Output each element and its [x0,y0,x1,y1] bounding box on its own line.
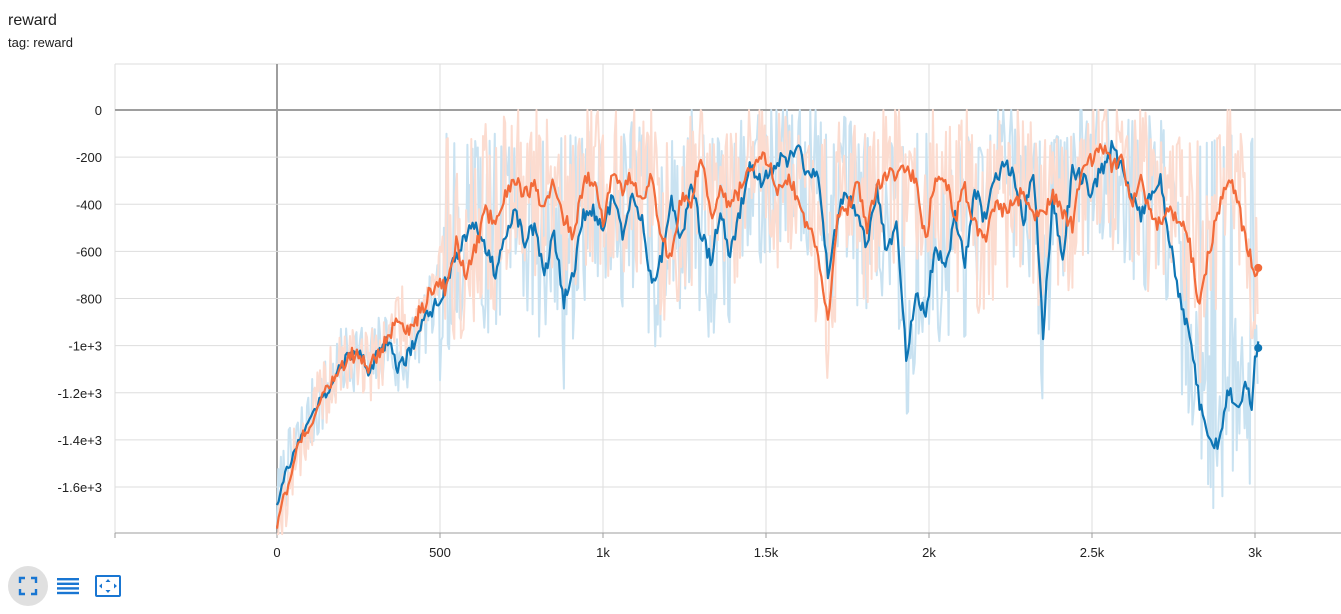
y-tick-label: -1.2e+3 [58,386,102,401]
series-raw-orange [277,109,1259,536]
chart-title: reward [8,12,57,29]
x-tick-label: 1.5k [754,545,779,560]
reward-chart: 0 500 1k 1.5k 2k 2.5k 3k 0 -200 -400 -600 -800 -1e+3… [58,63,1341,560]
x-tick-label: 3k [1248,545,1262,560]
raw-series-layer [276,109,1259,536]
x-tick-label: 0 [273,545,280,560]
y-tick-label: -1.4e+3 [58,433,102,448]
series-smoothed-blue [275,139,1260,506]
toggle-log-scale-button[interactable] [48,566,88,606]
series-end-point-orange [1254,263,1263,272]
fit-domain-button[interactable] [88,566,128,606]
y-tick-label: -800 [76,292,102,307]
chart-toolbar [8,566,128,606]
x-tick-label: 500 [429,545,451,560]
y-tick-label: -600 [76,244,102,259]
series-smoothed-orange [275,143,1260,529]
list-lines-icon [57,578,79,595]
fit-domain-icon [95,575,121,597]
fullscreen-icon [18,576,38,596]
y-tick-label: 0 [95,103,102,118]
y-tick-label: -1.6e+3 [58,480,102,495]
series-end-point-blue [1254,343,1263,352]
y-tick-label: -1e+3 [68,339,102,354]
chart-tag: tag: reward [8,35,74,50]
y-tick-label: -200 [76,150,102,165]
fullscreen-button[interactable] [8,566,48,606]
smoothed-series-layer [275,139,1263,529]
x-tick-label: 1k [596,545,610,560]
tick-labels: 0 500 1k 1.5k 2k 2.5k 3k 0 -200 -400 -600 -800 -1e+3… [58,103,1263,560]
y-tick-label: -400 [76,197,102,212]
x-tick-label: 2k [922,545,936,560]
x-tick-label: 2.5k [1080,545,1105,560]
